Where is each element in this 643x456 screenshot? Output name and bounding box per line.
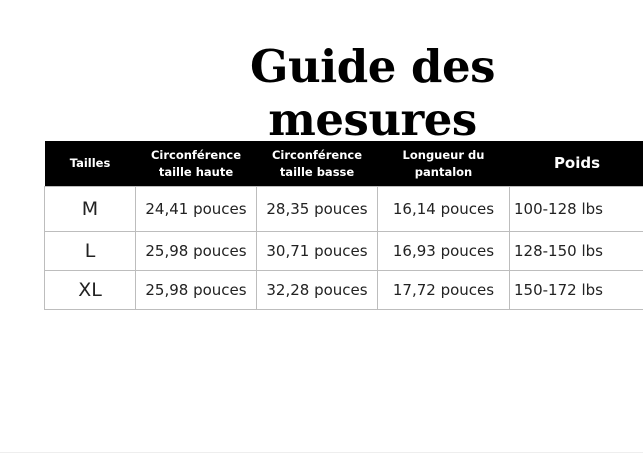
table-cell: 28,35 pouces (256, 186, 378, 232)
table-cell: 25,98 pouces (135, 231, 257, 271)
table-cell: 25,98 pouces (135, 270, 257, 310)
table-cell: 150-172 lbs (509, 270, 643, 310)
table-header-row: Tailles Circonférence taille haute Circo… (44, 141, 643, 187)
table-cell: 17,72 pouces (377, 270, 510, 310)
page-title: Guide des mesures (250, 40, 495, 146)
table-cell: 16,93 pouces (377, 231, 510, 271)
table-cell: 100-128 lbs (509, 186, 643, 232)
table-cell: 30,71 pouces (256, 231, 378, 271)
table-cell: XL (44, 270, 136, 310)
divider (0, 452, 643, 453)
table-cell: L (44, 231, 136, 271)
table-row: M 24,41 pouces 28,35 pouces 16,14 pouces 100… (44, 186, 643, 232)
table-cell: 16,14 pouces (377, 186, 510, 232)
header-poids: Poids (509, 141, 643, 187)
table-cell: M (44, 186, 136, 232)
header-circ-basse: Circonférence taille basse (256, 141, 378, 187)
table-cell: 32,28 pouces (256, 270, 378, 310)
table-row: L 25,98 pouces 30,71 pouces 16,93 pouces 128… (44, 231, 643, 271)
table-row: XL 25,98 pouces 32,28 pouces 17,72 pouces 15… (44, 270, 643, 310)
size-table: Tailles Circonférence taille haute Circo… (44, 141, 643, 310)
header-longueur: Longueur du pantalon (377, 141, 510, 187)
table-cell: 128-150 lbs (509, 231, 643, 271)
header-circ-haute: Circonférence taille haute (135, 141, 257, 187)
header-tailles: Tailles (44, 141, 136, 187)
table-cell: 24,41 pouces (135, 186, 257, 232)
